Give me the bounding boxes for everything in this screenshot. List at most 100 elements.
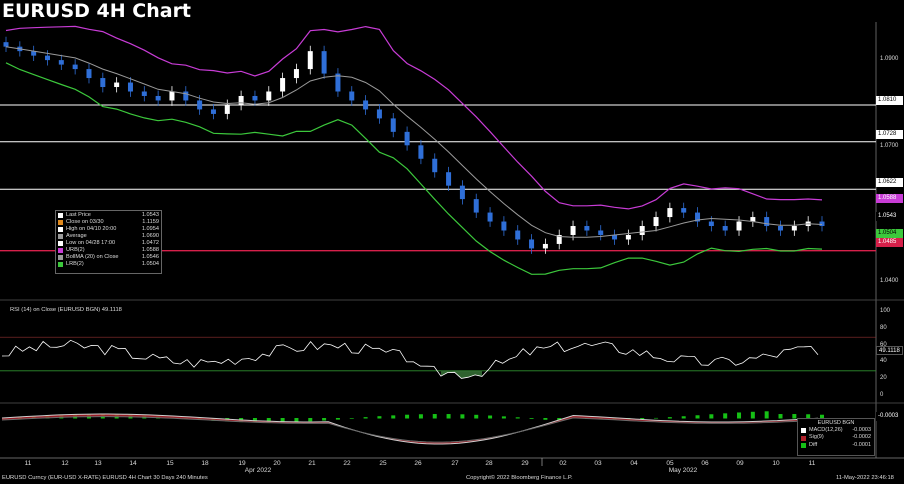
- candle-body: [58, 60, 64, 65]
- x-axis-day-label: 20: [273, 460, 281, 467]
- legend-value: 1.0543: [141, 212, 159, 218]
- candle-body: [639, 226, 645, 235]
- x-axis-day-label: 26: [414, 460, 422, 467]
- macd-legend-label: Diff: [809, 441, 818, 448]
- x-axis-day-label: 06: [701, 460, 709, 467]
- x-axis-day-label: 29: [521, 460, 529, 467]
- legend-label: Last Price: [66, 212, 91, 218]
- price-tag: 1.0485: [876, 238, 903, 247]
- candle-body: [750, 217, 756, 222]
- price-axis-tick: 1.0900: [880, 56, 899, 62]
- x-axis-day-label: 22: [343, 460, 351, 467]
- macd-histogram-bar: [695, 415, 700, 419]
- x-axis-day-label: 03: [594, 460, 602, 467]
- x-axis-month-label: Apr 2022: [244, 467, 272, 474]
- x-axis-day-label: 25: [379, 460, 387, 467]
- footer-description: EURUSD Curncy (EUR-USD X-RATE) EURUSD 4H…: [2, 475, 208, 481]
- candle-body: [349, 91, 355, 101]
- candle-body: [376, 109, 382, 119]
- macd-histogram-bar: [446, 414, 451, 419]
- bollinger-middle-band: [5, 46, 823, 238]
- candle-body: [542, 243, 548, 249]
- macd-histogram-bar: [529, 418, 534, 419]
- x-axis-day-label: 12: [61, 460, 69, 467]
- candle-body: [487, 212, 493, 222]
- legend-value: 1.0954: [141, 226, 159, 232]
- macd-histogram-bar: [750, 411, 755, 419]
- candle-body: [210, 109, 216, 114]
- macd-histogram-bar: [778, 414, 783, 419]
- candle-body: [681, 208, 687, 213]
- x-axis-day-label: 15: [166, 460, 174, 467]
- legend-swatch: [58, 220, 63, 225]
- candle-body: [86, 69, 92, 79]
- macd-histogram-bar: [543, 418, 548, 420]
- candle-body: [446, 172, 452, 186]
- macd-histogram-bar: [792, 414, 797, 419]
- legend-label: LRB(2): [66, 261, 84, 267]
- candle-body: [791, 226, 797, 231]
- macd-histogram-bar: [322, 418, 327, 421]
- legend-label: High on 04/10 20:00: [66, 226, 117, 232]
- legend-row: BollMA (20) on Close 1.0546: [58, 254, 159, 261]
- macd-line: [1, 413, 819, 445]
- macd-histogram-bar: [460, 414, 465, 419]
- price-tag: 1.0588: [876, 194, 903, 203]
- candle-body: [335, 73, 341, 92]
- legend-value: 1.0690: [141, 233, 159, 239]
- rsi-axis-tick: 40: [880, 358, 887, 365]
- macd-histogram-bar: [667, 417, 672, 419]
- candle-body: [612, 234, 618, 240]
- legend-row: Close on 03/30 1.1159: [58, 219, 159, 226]
- candle-body: [708, 221, 714, 227]
- price-legend: Last Price 1.0543 Close on 03/30 1.1159 High…: [55, 210, 162, 274]
- candle-body: [473, 199, 479, 213]
- macd-histogram-bar: [488, 415, 493, 419]
- legend-swatch: [58, 213, 63, 218]
- x-axis-day-label: 28: [485, 460, 493, 467]
- rsi-panel-title: RSI (14) on Close (EURUSD BGN) 49.1118: [10, 307, 122, 313]
- x-axis-day-label: 11: [24, 460, 32, 467]
- macd-histogram-bar: [294, 418, 299, 422]
- price-axis-tick: 1.0700: [880, 143, 899, 149]
- macd-histogram-bar: [709, 414, 714, 419]
- candle-body: [266, 91, 272, 101]
- macd-legend-swatch: [801, 435, 806, 441]
- footer-timestamp: 11-May-2022 23:46:18: [836, 475, 894, 481]
- macd-legend-label: MACD(12,26): [809, 427, 843, 434]
- price-tag: 1.0728: [876, 130, 903, 139]
- macd-histogram-bar: [515, 417, 520, 419]
- macd-histogram-bar: [349, 418, 354, 419]
- candle-body: [653, 217, 659, 227]
- candle-body: [778, 226, 784, 231]
- candle-body: [459, 185, 465, 200]
- macd-histogram-bar: [335, 418, 340, 420]
- x-axis-day-label: 11: [808, 460, 816, 467]
- candle-body: [100, 78, 106, 88]
- macd-histogram-bar: [501, 416, 506, 419]
- macd-histogram-bar: [681, 416, 686, 419]
- candle-body: [307, 51, 313, 70]
- macd-histogram-bar: [432, 414, 437, 419]
- macd-histogram-bar: [640, 418, 645, 420]
- legend-row: Low on 04/28 17:00 1.0472: [58, 240, 159, 247]
- legend-swatch: [58, 241, 63, 246]
- legend-value: 1.1159: [142, 219, 159, 225]
- price-axis-tick: 1.0400: [880, 278, 899, 284]
- candle-body: [722, 226, 728, 231]
- x-axis-day-label: 19: [238, 460, 246, 467]
- x-axis-day-label: 04: [630, 460, 638, 467]
- candle-body: [819, 221, 825, 227]
- rsi-axis-tick: 20: [880, 375, 887, 382]
- candle-body: [736, 221, 742, 231]
- bollinger-lower-band: [5, 62, 823, 275]
- price-tag: 1.0504: [876, 229, 903, 238]
- macd-legend-value: -0.0001: [852, 441, 871, 448]
- candle-body: [31, 51, 37, 56]
- macd-legend-title: EURUSD BGN: [817, 420, 855, 426]
- candle-body: [141, 91, 147, 96]
- macd-histogram-bar: [806, 414, 811, 419]
- price-tag: 1.0810: [876, 96, 903, 105]
- rsi-axis-tick: 0: [880, 392, 884, 398]
